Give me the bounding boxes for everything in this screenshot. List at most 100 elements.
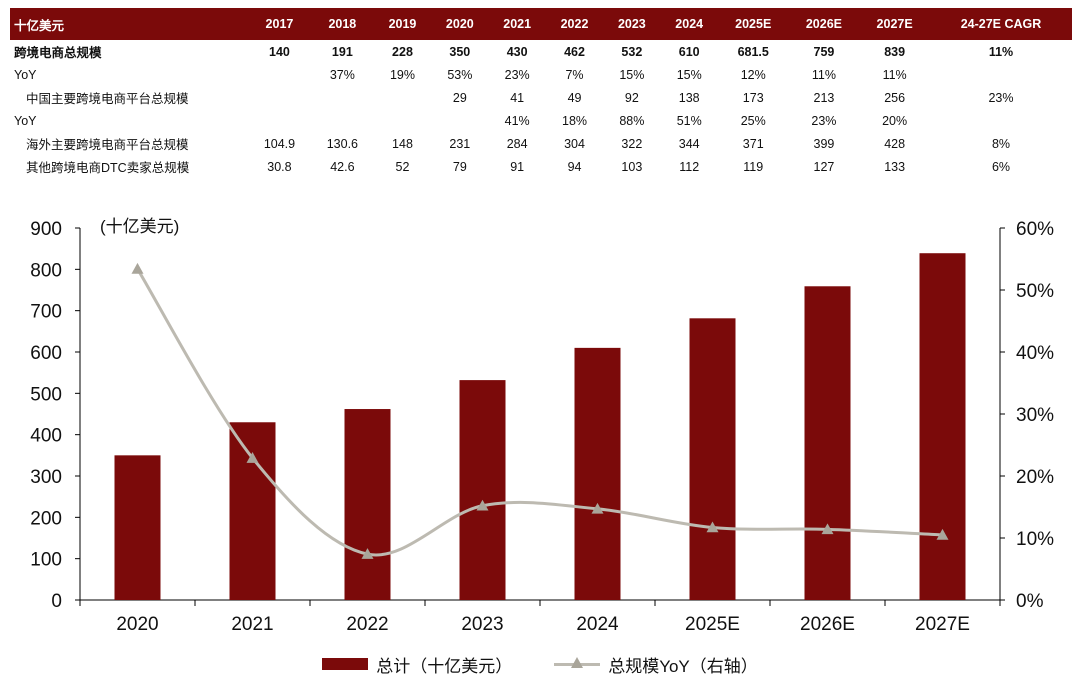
x-tick-label: 2025E <box>685 614 740 635</box>
table-cell: 30.8 <box>267 159 292 174</box>
y2-tick-label: 60% <box>1016 219 1054 240</box>
legend-bar-label: 总计（十亿美元） <box>376 656 513 676</box>
table-header-cell: 2022 <box>545 8 604 40</box>
table-cell: 51% <box>676 113 702 128</box>
y2-tick-label: 50% <box>1016 281 1054 302</box>
table-header-cell: 2027E <box>859 8 930 40</box>
bar <box>459 380 506 600</box>
table-cell: 350 <box>449 44 471 59</box>
table-row: 海外主要跨境电商平台总规模 104.9 130.6 148 231 284 304 322 34… <box>10 132 1072 155</box>
yoy-point <box>591 502 604 514</box>
y2-tick-label: 20% <box>1016 467 1054 488</box>
table-cell: 322 <box>621 136 643 151</box>
table-cell: 19% <box>389 67 415 82</box>
bar <box>114 455 161 600</box>
table-cell: 91 <box>510 159 525 174</box>
table-cell: 25% <box>740 113 766 128</box>
table-cell <box>431 109 488 132</box>
table-cell: 428 <box>884 136 906 151</box>
table-cell: 148 <box>392 136 413 151</box>
bar <box>574 347 621 600</box>
table-cell: 53% <box>447 67 473 82</box>
table-cell: 681.5 <box>737 44 769 59</box>
table-row: 跨境电商总规模 140 191 228 350 430 462 532 610 681.5 759 8… <box>10 40 1072 63</box>
yoy-point <box>246 452 259 463</box>
y2-tick-label: 40% <box>1016 343 1054 364</box>
table-cell: 140 <box>269 44 290 59</box>
y-tick-label: 400 <box>30 426 62 447</box>
table-row: YoY 41% 18% 88% 51% 25% 23% 20% <box>10 109 1072 132</box>
table-row-label: 中国主要跨境电商平台总规模 <box>26 92 189 106</box>
yoy-point <box>936 528 949 540</box>
table-cell: 133 <box>884 159 906 174</box>
yoy-point <box>131 262 144 274</box>
table-cell: 119 <box>743 159 764 174</box>
table-cell: 37% <box>329 67 355 82</box>
y2-tick-label: 0% <box>1016 591 1044 612</box>
table-cell: 228 <box>392 44 413 59</box>
table-cell: 8% <box>991 136 1011 151</box>
table-header-cell: 2020 <box>431 8 489 40</box>
table-cell: 256 <box>884 90 906 105</box>
y-tick-label: 900 <box>30 219 62 240</box>
table-cell: 430 <box>506 44 528 59</box>
table-cell: 191 <box>331 44 353 59</box>
table-cell: 88% <box>619 113 645 128</box>
table-row-label: YoY <box>14 113 37 128</box>
table-header-cell: 2025E <box>717 8 789 40</box>
yoy-point <box>361 548 374 559</box>
bar <box>689 318 736 600</box>
table-cell: 104.9 <box>263 136 296 151</box>
bar <box>804 286 851 600</box>
y2-tick-label: 30% <box>1016 405 1054 426</box>
bar <box>344 409 391 600</box>
table-header-unit: 十亿美元 <box>10 8 248 40</box>
table-cell: 52 <box>395 159 410 174</box>
table-header-cell: 2023 <box>603 8 661 40</box>
table-cell <box>930 63 1072 86</box>
table-cell: 213 <box>813 90 835 105</box>
table-cell: 130.6 <box>326 136 358 151</box>
table-row-label: 其他跨境电商DTC卖家总规模 <box>26 161 190 175</box>
table-cell <box>374 109 431 132</box>
yoy-point <box>821 523 834 535</box>
y-tick-label: 200 <box>30 508 62 529</box>
table-header-cell: 2018 <box>310 8 374 40</box>
combo-chart: 0 100 200 300 400 500 600 700 800 900 0% 10% 20% 30% 4… <box>30 217 1054 635</box>
table-cell: 23% <box>504 67 530 82</box>
table-cell: 610 <box>678 44 700 59</box>
table-cell: 12% <box>740 67 766 82</box>
left-axis-unit: (十亿美元) <box>100 217 179 236</box>
table-cell: 94 <box>567 159 582 174</box>
legend: 总计（十亿美元） 总规模YoY（右轴） <box>0 652 1080 676</box>
table-cell <box>248 109 311 132</box>
table-cell: 6% <box>991 159 1011 174</box>
table-cell: 112 <box>679 159 700 174</box>
y-tick-label: 500 <box>30 384 62 405</box>
table-cell: 231 <box>449 136 471 151</box>
data-table: 十亿美元 2017 2018 2019 2020 2021 2022 2023 2024 2025… <box>10 8 1072 178</box>
table-body: 跨境电商总规模 140 191 228 350 430 462 532 610 681.5 759 8… <box>10 40 1072 178</box>
legend-item-line: 总规模YoY（右轴） <box>554 652 758 677</box>
x-tick-label: 2022 <box>346 614 388 635</box>
legend-item-bar: 总计（十亿美元） <box>322 652 512 677</box>
table-cell: 304 <box>564 136 585 151</box>
table-cell: 127 <box>813 159 835 174</box>
table-cell: 103 <box>621 159 643 174</box>
table-row: YoY 37% 19% 53% 23% 7% 15% 15% 12% 11% 11% <box>10 63 1072 86</box>
table-cell: 18% <box>562 113 588 128</box>
legend-line-label: 总规模YoY（右轴） <box>608 656 758 676</box>
x-tick-label: 2024 <box>576 614 619 635</box>
legend-line-swatch <box>554 657 601 671</box>
y-tick-label: 800 <box>30 260 62 281</box>
table-header-cell: 2021 <box>488 8 546 40</box>
table-cell: 462 <box>564 44 585 59</box>
table-cell: 759 <box>813 44 835 59</box>
table-cell: 23% <box>988 90 1014 105</box>
table-cell: 15% <box>619 67 645 82</box>
y-tick-label: 0 <box>51 591 62 612</box>
y-tick-label: 700 <box>30 302 62 323</box>
table-cell: 79 <box>452 159 467 174</box>
table-row: 中国主要跨境电商平台总规模 29 41 49 92 138 173 213 256 23% <box>10 86 1072 109</box>
table-cell: 29 <box>452 90 467 105</box>
